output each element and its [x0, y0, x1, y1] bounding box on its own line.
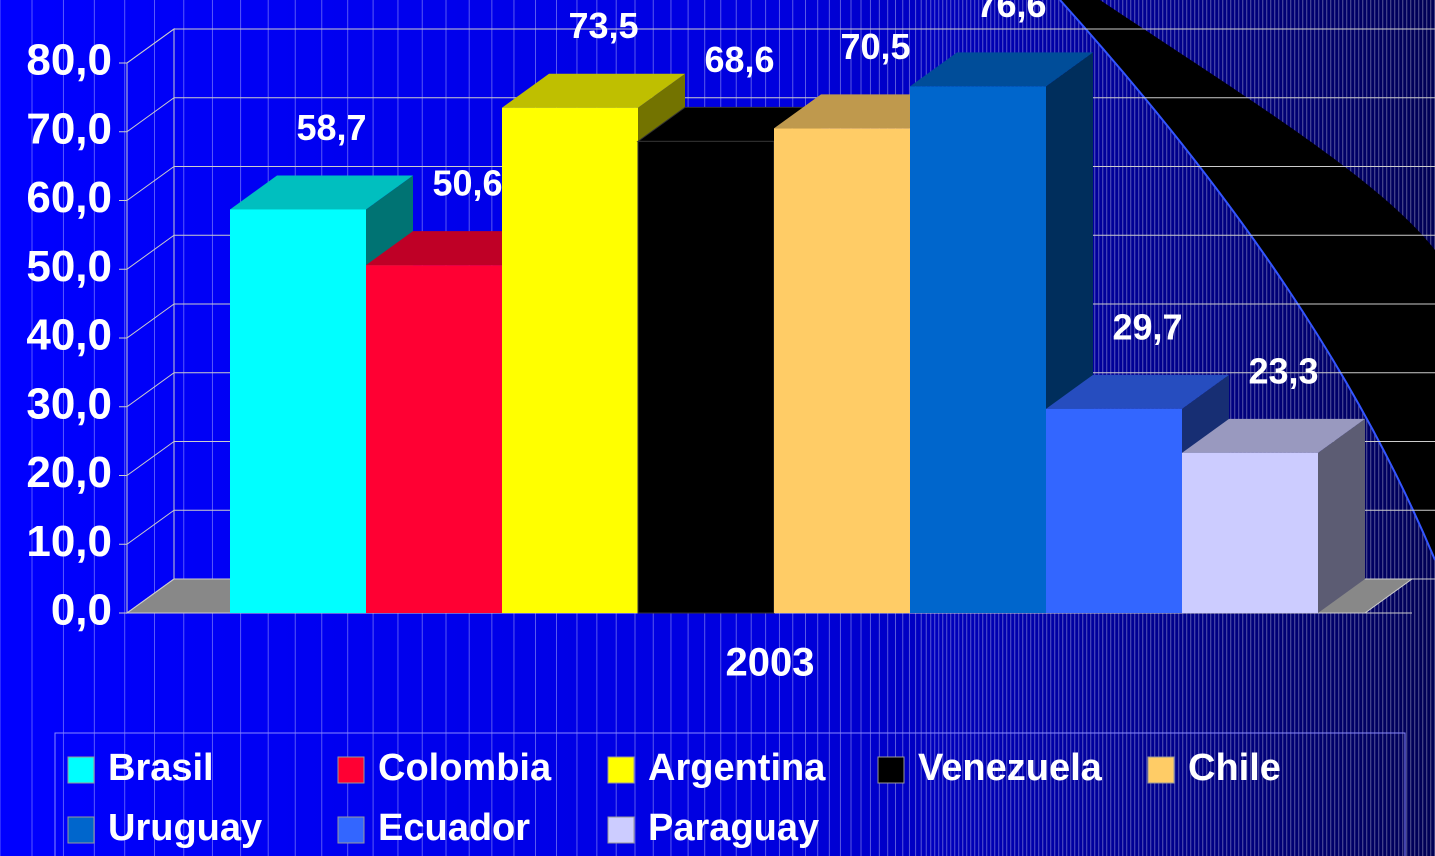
legend-label: Brasil — [108, 747, 214, 789]
bar — [910, 86, 1046, 613]
value-label: 68,6 — [704, 39, 774, 80]
value-label: 23,3 — [1248, 350, 1318, 391]
bar — [637, 140, 775, 614]
bar — [1046, 408, 1182, 613]
grid-line — [126, 441, 175, 476]
bar — [230, 209, 366, 613]
value-label: 76,6 — [976, 0, 1046, 25]
legend-label: Ecuador — [378, 807, 530, 849]
legend-swatch — [67, 816, 95, 844]
y-tick-label: 20,0 — [26, 448, 112, 497]
grid-line — [126, 166, 175, 201]
y-tick-label: 60,0 — [26, 173, 112, 222]
value-label: 50,6 — [432, 163, 502, 204]
legend-label: Colombia — [378, 747, 552, 789]
y-tick-label: 70,0 — [26, 104, 112, 153]
y-tick-label: 10,0 — [26, 517, 112, 566]
y-tick-label: 30,0 — [26, 379, 112, 428]
y-tick-label: 40,0 — [26, 311, 112, 360]
legend-swatch — [337, 756, 365, 784]
legend-label: Venezuela — [918, 747, 1103, 789]
grid-line — [126, 303, 175, 339]
legend-box — [54, 732, 1406, 856]
value-label: 70,5 — [840, 26, 910, 67]
bar — [774, 128, 910, 613]
grid-line — [126, 97, 175, 133]
bar-top — [910, 52, 1093, 87]
grid-line — [126, 509, 175, 545]
y-tick-label: 0,0 — [51, 586, 112, 635]
value-label: 58,7 — [296, 107, 366, 148]
bar-top — [230, 175, 413, 210]
swoosh — [1060, 0, 1435, 560]
grid-line — [126, 372, 175, 408]
bar-side — [1318, 418, 1365, 613]
legend-swatch — [877, 756, 905, 784]
swoosh-edge — [1059, 0, 1435, 561]
legend-label: Chile — [1188, 747, 1281, 789]
grid-line — [126, 234, 175, 270]
value-label: 29,7 — [1112, 306, 1182, 347]
bar — [1182, 452, 1318, 613]
legend-label: Argentina — [648, 747, 826, 789]
bar — [366, 265, 502, 613]
legend-swatch — [67, 756, 95, 784]
legend-label: Paraguay — [648, 807, 819, 849]
value-label: 73,5 — [568, 5, 638, 46]
grid-line — [126, 28, 175, 64]
legend-label: Uruguay — [108, 807, 262, 849]
grid-line — [126, 578, 175, 614]
bar-top — [1046, 374, 1229, 409]
legend-swatch — [607, 756, 635, 784]
x-tick-label: 2003 — [726, 641, 815, 685]
bar-top — [1182, 418, 1365, 453]
y-tick-label: 80,0 — [26, 36, 112, 85]
bar-top — [502, 73, 685, 108]
legend-swatch — [337, 816, 365, 844]
legend-swatch — [1147, 756, 1175, 784]
y-tick-label: 50,0 — [26, 242, 112, 291]
legend-swatch — [607, 816, 635, 844]
bar — [502, 107, 638, 613]
